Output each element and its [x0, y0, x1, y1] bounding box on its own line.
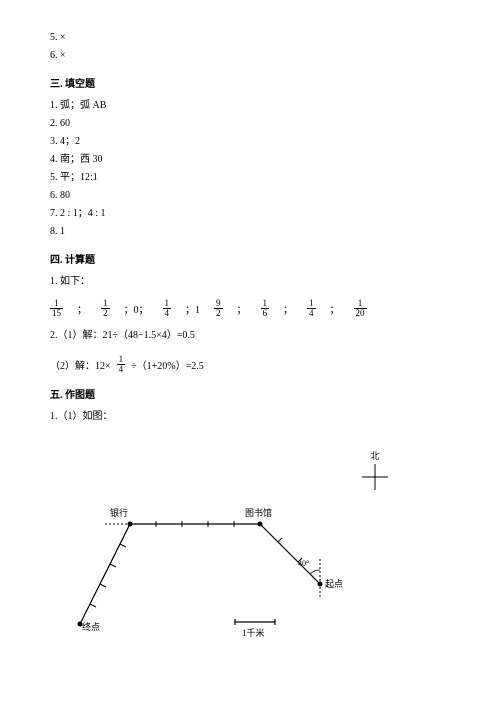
answer-item: 6. × [50, 48, 450, 63]
separator: ； [237, 301, 247, 316]
section-title-3: 三. 填空题 [50, 75, 450, 90]
fraction: 14 [117, 355, 126, 374]
fraction: 14 [307, 299, 316, 318]
answer-item: 4. 南；西 30 [50, 152, 450, 167]
equation: （2）解：12× 14 ÷（1+20%）=2.5 [50, 355, 450, 374]
label-library: 图书馆 [245, 506, 272, 519]
section-title-5: 五. 作图题 [50, 386, 450, 401]
label-scale: 1千米 [242, 626, 265, 639]
compass-label: 北 [360, 449, 390, 462]
separator: ； [283, 301, 293, 316]
fraction: 120 [354, 299, 367, 318]
fraction: 92 [214, 299, 223, 318]
answer-item: 5. × [50, 30, 450, 45]
separator: ；1 [185, 301, 200, 316]
section-title-4: 四. 计算题 [50, 251, 450, 266]
answer-item: 8. 1 [50, 224, 450, 239]
answer-item: 3. 4；2 [50, 134, 450, 149]
compass: 北 [360, 449, 390, 495]
label-angle: 40° [298, 559, 309, 568]
fraction-row: 115 ； 12 ；0； 14 ；1 92 ； 16 ； 14 ； 120 [50, 299, 450, 318]
fraction: 115 [50, 299, 63, 318]
fraction: 14 [163, 299, 172, 318]
answer-item: 5. 平；12:1 [50, 170, 450, 185]
label-end: 终点 [82, 620, 100, 633]
fraction: 16 [261, 299, 270, 318]
fraction: 12 [101, 299, 110, 318]
equation-text: ÷（1+20%）=2.5 [131, 357, 204, 372]
separator: ；0； [124, 301, 149, 316]
answer-item: 6. 80 [50, 188, 450, 203]
answer-item: 1. 如下： [50, 274, 450, 289]
separator: ； [330, 301, 340, 316]
answer-item: 1. 弧；弧 AB [50, 98, 450, 113]
answer-item: 2. 60 [50, 116, 450, 131]
label-bank: 银行 [110, 506, 128, 519]
equation-text: （2）解：12× [50, 357, 111, 372]
route-diagram: 北 [50, 444, 430, 644]
equation: 2.（1）解：21÷（48−1.5×4）=0.5 [50, 328, 450, 343]
separator: ； [77, 301, 87, 316]
compass-icon [360, 462, 390, 492]
answer-item: 1.（1）如图： [50, 409, 450, 424]
label-start: 起点 [325, 577, 343, 590]
answer-item: 7. 2 : 1；4 : 1 [50, 206, 450, 221]
